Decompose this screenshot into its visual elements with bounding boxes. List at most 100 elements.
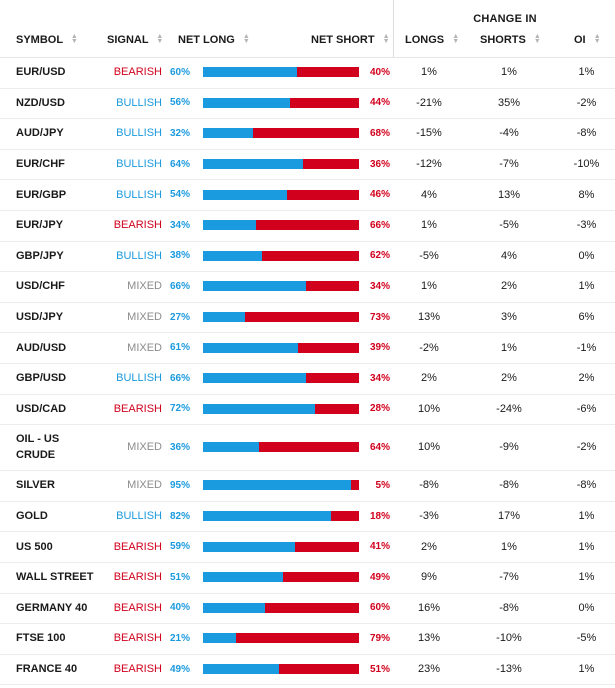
table-row[interactable]: EUR/JPY BEARISH 34% 66% 1% -5% -3%	[0, 210, 615, 242]
net-long-bar-fill	[203, 541, 296, 552]
symbol-label[interactable]: NZD/USD	[16, 96, 65, 109]
shorts-change-value: -8%	[499, 479, 519, 492]
shorts-change-value: -7%	[499, 571, 519, 584]
net-long-value: 56%	[170, 97, 191, 109]
longs-change-value: -5%	[419, 249, 439, 262]
table-row[interactable]: FRANCE 40 BEARISH 49% 51% 23% -13% 1%	[0, 654, 615, 686]
net-long-column-header[interactable]: NET LONG ▲ ▼	[178, 30, 250, 57]
symbol-label[interactable]: US 500	[16, 540, 53, 553]
longs-change-value: -2%	[419, 341, 439, 354]
net-long-value: 49%	[170, 663, 191, 675]
net-long-bar-fill	[203, 220, 257, 231]
shorts-change-value: -9%	[499, 441, 519, 454]
oi-change-value: 1%	[578, 540, 595, 553]
table-row[interactable]: AUD/JPY BULLISH 32% 68% -15% -4% -8%	[0, 118, 615, 150]
symbol-label[interactable]: GOLD	[16, 510, 48, 523]
symbol-label[interactable]: SILVER	[16, 479, 55, 492]
sentiment-bar	[203, 271, 359, 302]
symbol-label[interactable]: USD/JPY	[16, 311, 64, 324]
sentiment-bar	[203, 501, 359, 532]
shorts-column-header[interactable]: SHORTS ▲ ▼	[480, 30, 541, 57]
net-short-value: 34%	[369, 280, 390, 292]
table-row[interactable]: GERMANY 40 BEARISH 40% 60% 16% -8% 0%	[0, 593, 615, 625]
table-row[interactable]: EUR/CHF BULLISH 64% 36% -12% -7% -10%	[0, 149, 615, 181]
symbol-label[interactable]: EUR/JPY	[16, 219, 64, 232]
signal-label: MIXED	[127, 341, 162, 354]
symbol-label[interactable]: EUR/GBP	[16, 188, 67, 201]
table-row[interactable]: GOLD BULLISH 82% 18% -3% 17% 1%	[0, 501, 615, 533]
longs-change-value: -21%	[416, 96, 442, 109]
symbol-cell: FRANCE 40	[16, 654, 96, 685]
table-row[interactable]: GBP/USD BULLISH 66% 34% 2% 2% 2%	[0, 363, 615, 395]
table-row[interactable]: WALL STREET BEARISH 51% 49% 9% -7% 1%	[0, 562, 615, 594]
signal-column-header[interactable]: SIGNAL ▲ ▼	[107, 30, 163, 57]
oi-change-value: 1%	[578, 571, 595, 584]
net-long-value: 95%	[170, 479, 191, 491]
sentiment-bar	[203, 179, 359, 210]
net-long-value: 72%	[170, 403, 191, 415]
net-short-value: 51%	[369, 663, 390, 675]
net-short-value: 28%	[369, 403, 390, 415]
net-long-bar-fill	[203, 664, 280, 675]
shorts-change-value: -5%	[499, 219, 519, 232]
symbol-label[interactable]: FRANCE 40	[16, 663, 78, 676]
oi-change-value: 1%	[578, 510, 595, 523]
table-row[interactable]: USD/CAD BEARISH 72% 28% 10% -24% -6%	[0, 394, 615, 426]
signal-label: BEARISH	[113, 540, 162, 553]
net-long-value: 51%	[170, 571, 191, 583]
longs-change-value: 16%	[417, 601, 441, 614]
signal-label: BULLISH	[116, 158, 162, 171]
symbol-label[interactable]: AUD/USD	[16, 341, 67, 354]
symbol-cell: GERMANY 40	[16, 593, 96, 624]
net-long-bar-fill	[203, 442, 260, 453]
longs-change-value: -3%	[419, 510, 439, 523]
symbol-cell: GOLD	[16, 501, 96, 532]
net-long-bar-fill	[203, 373, 306, 384]
longs-header-label: LONGS	[405, 34, 445, 46]
sort-icon: ▲ ▼	[242, 33, 250, 45]
symbol-label[interactable]: OIL - US CRUDE	[16, 433, 60, 462]
symbol-label[interactable]: EUR/USD	[16, 66, 66, 79]
table-row[interactable]: USD/CHF MIXED 66% 34% 1% 2% 1%	[0, 271, 615, 303]
table-row[interactable]: OIL - US CRUDE MIXED 36% 64% 10% -9% -2%	[0, 424, 615, 472]
symbol-column-header[interactable]: SYMBOL ▲ ▼	[16, 30, 78, 57]
shorts-change-value: 13%	[497, 188, 521, 201]
symbol-label[interactable]: USD/CAD	[16, 402, 67, 415]
table-row[interactable]: US 500 BEARISH 59% 41% 2% 1% 1%	[0, 531, 615, 563]
net-long-bar-fill	[203, 342, 299, 353]
table-row[interactable]: NZD/USD BULLISH 56% 44% -21% 35% -2%	[0, 88, 615, 120]
table-row[interactable]: EUR/GBP BULLISH 54% 46% 4% 13% 8%	[0, 179, 615, 211]
symbol-label[interactable]: GERMANY 40	[16, 601, 88, 614]
signal-label: BEARISH	[113, 402, 162, 415]
table-row[interactable]: AUD/USD MIXED 61% 39% -2% 1% -1%	[0, 332, 615, 364]
table-row[interactable]: SILVER MIXED 95% 5% -8% -8% -8%	[0, 470, 615, 502]
table-row[interactable]: EUR/USD BEARISH 60% 40% 1% 1% 1%	[0, 57, 615, 89]
sentiment-bar	[203, 394, 359, 425]
net-short-value: 68%	[369, 127, 390, 139]
net-long-value: 64%	[170, 158, 191, 170]
net-long-value: 54%	[170, 189, 191, 201]
shorts-change-value: 2%	[501, 372, 517, 385]
net-short-bar	[203, 633, 359, 644]
symbol-header-label: SYMBOL	[16, 34, 63, 46]
symbol-label[interactable]: FTSE 100	[16, 632, 66, 645]
symbol-cell: USD/JPY	[16, 302, 96, 333]
symbol-label[interactable]: GBP/USD	[16, 372, 67, 385]
oi-column-header[interactable]: OI ▲ ▼	[574, 30, 601, 57]
table-row[interactable]: GBP/JPY BULLISH 38% 62% -5% 4% 0%	[0, 241, 615, 273]
symbol-label[interactable]: AUD/JPY	[16, 127, 64, 140]
symbol-label[interactable]: GBP/JPY	[16, 249, 64, 262]
sentiment-bar	[203, 623, 359, 654]
oi-change-value: -2%	[576, 441, 597, 454]
table-row[interactable]: FTSE 100 BEARISH 21% 79% 13% -10% -5%	[0, 623, 615, 655]
sentiment-bar	[203, 57, 359, 88]
net-short-column-header[interactable]: NET SHORT ▲ ▼	[311, 30, 390, 57]
symbol-label[interactable]: EUR/CHF	[16, 158, 65, 171]
longs-column-header[interactable]: LONGS ▲ ▼	[393, 30, 459, 57]
symbol-label[interactable]: WALL STREET	[16, 571, 94, 584]
table-row[interactable]: USD/JPY MIXED 27% 73% 13% 3% 6%	[0, 302, 615, 334]
sort-icon: ▲ ▼	[452, 33, 460, 45]
sentiment-bar	[203, 210, 359, 241]
signal-label: MIXED	[127, 311, 162, 324]
symbol-label[interactable]: USD/CHF	[16, 280, 65, 293]
